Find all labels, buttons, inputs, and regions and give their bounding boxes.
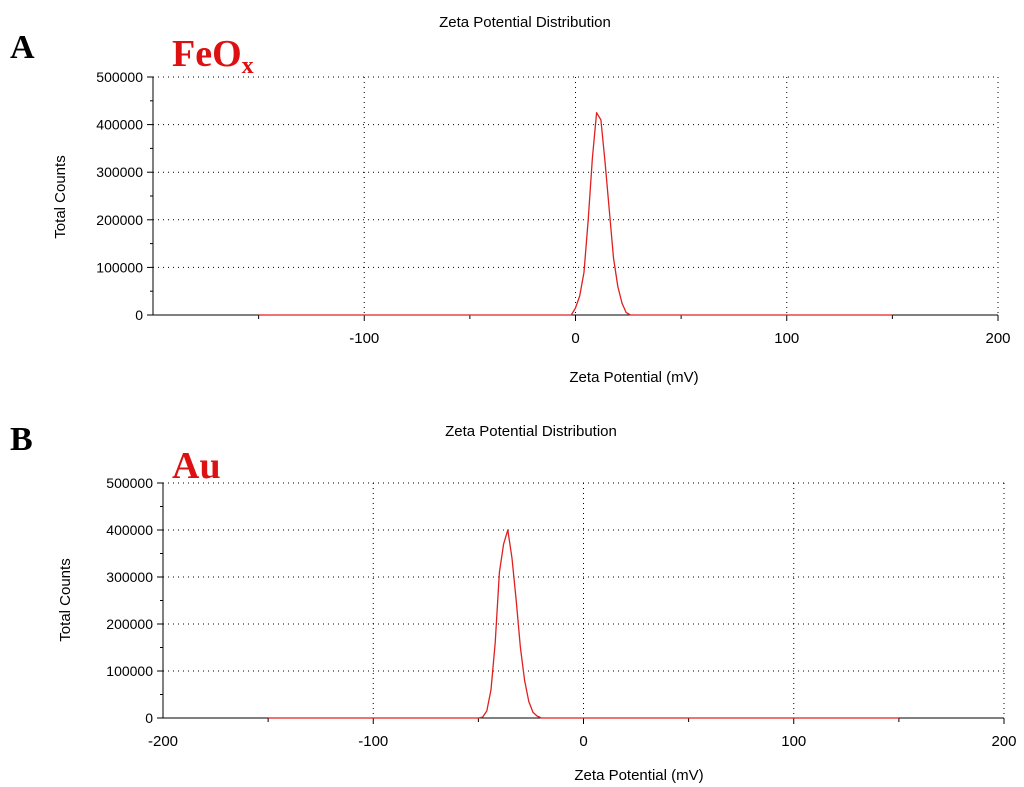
y-tick-label: 300000 (96, 164, 143, 180)
y-tick-label: 400000 (106, 522, 153, 538)
x-tick-label: 200 (985, 330, 1010, 347)
y-axis-label: Total Counts (57, 558, 74, 641)
panel-letter-b: B (10, 421, 33, 458)
x-tick-label: 0 (579, 733, 587, 750)
y-tick-label: 400000 (96, 117, 143, 133)
x-tick-label: 100 (781, 733, 806, 750)
y-tick-label: 0 (145, 710, 153, 726)
sample-label-main: FeO (172, 33, 242, 75)
panel-a: A FeOx Zeta Potential Distribution Zeta … (10, 14, 1011, 386)
y-tick-label: 100000 (106, 663, 153, 679)
panel-b: B Au Zeta Potential Distribution Zeta Po… (10, 421, 1017, 784)
y-tick-label: 300000 (106, 569, 153, 585)
y-tick-label: 200000 (96, 212, 143, 228)
chart-title: Zeta Potential Distribution (439, 14, 611, 31)
x-tick-label: 200 (991, 733, 1016, 750)
sample-label-au: Au (172, 445, 221, 487)
x-tick-label: -100 (349, 330, 379, 347)
sample-label-subscript: x (242, 53, 254, 79)
panel-letter-a: A (10, 29, 35, 66)
y-tick-label: 500000 (106, 475, 153, 491)
chart-title: Zeta Potential Distribution (445, 423, 617, 440)
y-tick-label: 200000 (106, 616, 153, 632)
y-tick-label: 500000 (96, 69, 143, 85)
x-tick-label: 100 (774, 330, 799, 347)
y-tick-label: 100000 (96, 259, 143, 275)
x-axis-label: Zeta Potential (mV) (569, 369, 698, 386)
sample-label-feox: FeOx (172, 33, 254, 79)
series-line (258, 112, 893, 316)
x-axis-label: Zeta Potential (mV) (574, 767, 703, 784)
y-axis-label: Total Counts (52, 155, 69, 238)
y-tick-label: 0 (135, 307, 143, 323)
series-line (268, 529, 899, 719)
x-tick-label: 0 (571, 330, 579, 347)
x-tick-label: -100 (358, 733, 388, 750)
x-tick-label: -200 (148, 733, 178, 750)
plot-area: 0 100000 200000 300000 400000 500000 -200 -100 0… (106, 475, 1016, 750)
plot-area: 0 100000 200000 300000 400000 500000 -100 0 100 2… (96, 69, 1010, 347)
